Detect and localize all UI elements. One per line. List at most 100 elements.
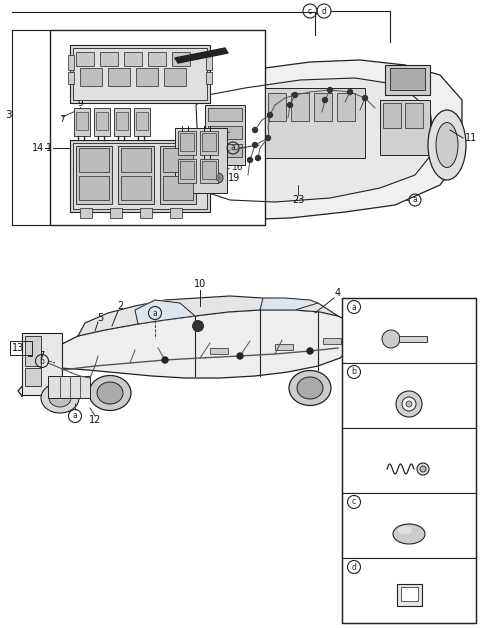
Bar <box>114 108 130 136</box>
Text: 8: 8 <box>100 116 106 124</box>
Bar <box>208 108 242 121</box>
Bar <box>342 493 476 558</box>
Circle shape <box>255 156 261 161</box>
Ellipse shape <box>398 526 412 534</box>
Ellipse shape <box>97 382 123 404</box>
Polygon shape <box>260 298 318 310</box>
Bar <box>383 103 401 128</box>
Ellipse shape <box>289 371 331 406</box>
Circle shape <box>216 175 220 180</box>
Bar <box>210 348 228 354</box>
Text: 3: 3 <box>5 110 12 120</box>
Text: d: d <box>351 563 357 571</box>
Bar <box>202 133 216 151</box>
Bar <box>206 72 212 84</box>
Bar <box>268 93 286 121</box>
Bar <box>397 584 422 606</box>
Bar <box>205 105 245 165</box>
Bar <box>401 587 418 601</box>
Text: a: a <box>153 308 157 318</box>
Circle shape <box>248 158 252 163</box>
Bar <box>178 159 196 183</box>
Bar <box>337 93 355 121</box>
Text: 6: 6 <box>82 116 88 124</box>
Bar <box>314 93 332 121</box>
Circle shape <box>252 143 257 148</box>
Text: d: d <box>322 6 326 16</box>
Text: 21: 21 <box>402 367 416 377</box>
Circle shape <box>267 112 273 117</box>
Bar <box>116 112 128 130</box>
Ellipse shape <box>297 377 323 399</box>
Text: a: a <box>413 195 418 205</box>
Text: a: a <box>72 411 77 421</box>
Bar <box>160 146 196 204</box>
Bar <box>96 112 108 130</box>
Polygon shape <box>78 296 338 336</box>
Bar <box>175 128 227 193</box>
Bar <box>50 30 265 225</box>
Text: 22: 22 <box>232 146 243 154</box>
Text: 10: 10 <box>194 279 206 289</box>
Bar <box>178 131 196 155</box>
Text: 14: 14 <box>32 143 44 153</box>
Circle shape <box>265 136 271 141</box>
Bar <box>342 298 476 623</box>
Text: 19: 19 <box>228 173 240 183</box>
Polygon shape <box>175 48 228 63</box>
Bar <box>121 176 151 200</box>
Circle shape <box>420 466 426 472</box>
Bar <box>200 159 218 183</box>
Bar <box>275 344 293 350</box>
Bar <box>180 133 194 151</box>
Text: b: b <box>39 357 45 365</box>
Bar <box>134 108 150 136</box>
Bar <box>100 52 118 66</box>
Bar <box>70 140 210 212</box>
Bar <box>172 52 190 66</box>
Polygon shape <box>135 300 195 324</box>
Circle shape <box>213 173 223 183</box>
Text: 1: 1 <box>46 143 52 153</box>
Text: 17: 17 <box>34 351 47 361</box>
Circle shape <box>396 391 422 417</box>
Bar <box>399 336 427 342</box>
Bar <box>79 176 109 200</box>
Bar <box>73 48 207 100</box>
Circle shape <box>192 320 204 332</box>
Circle shape <box>323 97 327 102</box>
Bar <box>94 108 110 136</box>
Bar <box>76 52 94 66</box>
Text: b: b <box>351 367 357 377</box>
Bar <box>74 108 90 136</box>
Bar <box>68 55 74 70</box>
Circle shape <box>362 95 368 100</box>
Bar <box>208 144 242 157</box>
Bar <box>180 161 194 179</box>
Text: 11: 11 <box>465 133 477 143</box>
Bar <box>80 68 102 86</box>
Bar <box>405 103 423 128</box>
Bar <box>48 376 90 398</box>
Text: c: c <box>352 497 356 507</box>
Text: 15: 15 <box>232 127 243 136</box>
Bar <box>342 363 476 428</box>
Circle shape <box>307 348 313 354</box>
Bar <box>265 88 365 158</box>
Bar <box>25 368 41 386</box>
Text: 2: 2 <box>117 301 123 311</box>
Bar <box>25 336 41 366</box>
Bar <box>22 333 62 395</box>
Text: 12: 12 <box>89 415 101 425</box>
Bar <box>202 161 216 179</box>
Bar <box>385 65 430 95</box>
Bar <box>70 45 210 103</box>
Circle shape <box>252 127 257 133</box>
Circle shape <box>348 90 352 94</box>
Bar <box>323 338 341 344</box>
Text: c: c <box>308 6 312 16</box>
Bar <box>80 208 92 218</box>
Circle shape <box>237 353 243 359</box>
Bar <box>121 148 151 172</box>
Bar <box>148 52 166 66</box>
